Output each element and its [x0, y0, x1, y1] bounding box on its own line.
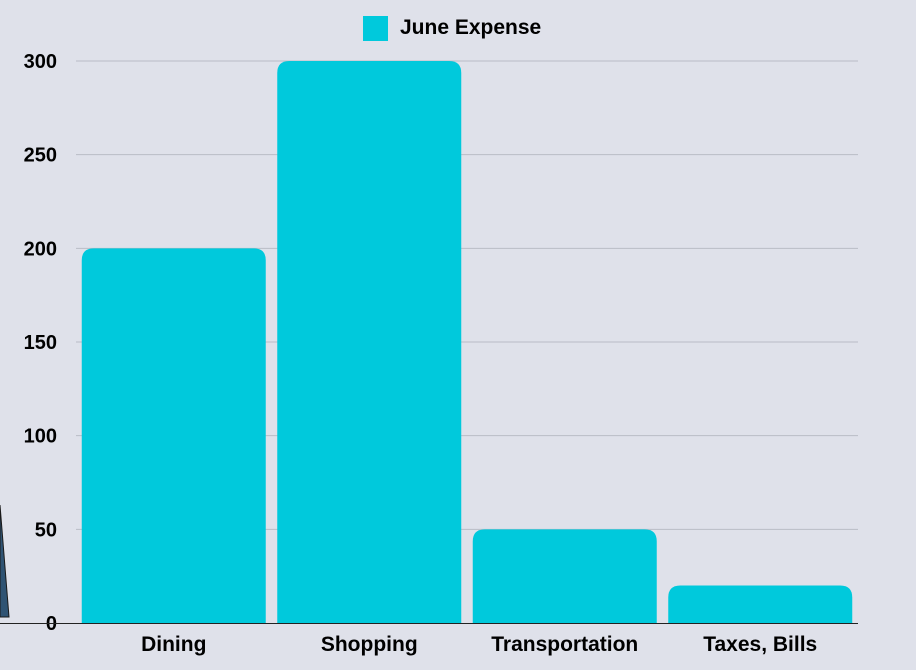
legend-swatch [363, 16, 388, 41]
bar-transportation[interactable] [472, 529, 657, 623]
y-tick-label: 150 [24, 332, 57, 354]
legend-label: June Expense [400, 16, 541, 39]
x-axis-categories: Dining Shopping Transportation Taxes, Bills [141, 633, 817, 656]
x-category-label: Dining [141, 633, 206, 656]
bar-taxes-bills[interactable] [668, 585, 853, 623]
y-tick-label: 300 [24, 51, 57, 73]
x-category-label: Shopping [321, 633, 418, 656]
edge-shape-decoration [0, 504, 10, 618]
bar-shopping[interactable] [277, 61, 462, 623]
x-category-label: Transportation [491, 633, 638, 656]
y-tick-label: 200 [24, 238, 57, 260]
y-tick-label: 50 [35, 519, 57, 541]
y-tick-label: 100 [24, 426, 57, 448]
x-category-label: Taxes, Bills [703, 633, 817, 656]
bar-dining[interactable] [81, 248, 266, 624]
legend[interactable]: June Expense [363, 16, 541, 41]
bars [81, 61, 853, 624]
y-tick-label: 250 [24, 145, 57, 167]
